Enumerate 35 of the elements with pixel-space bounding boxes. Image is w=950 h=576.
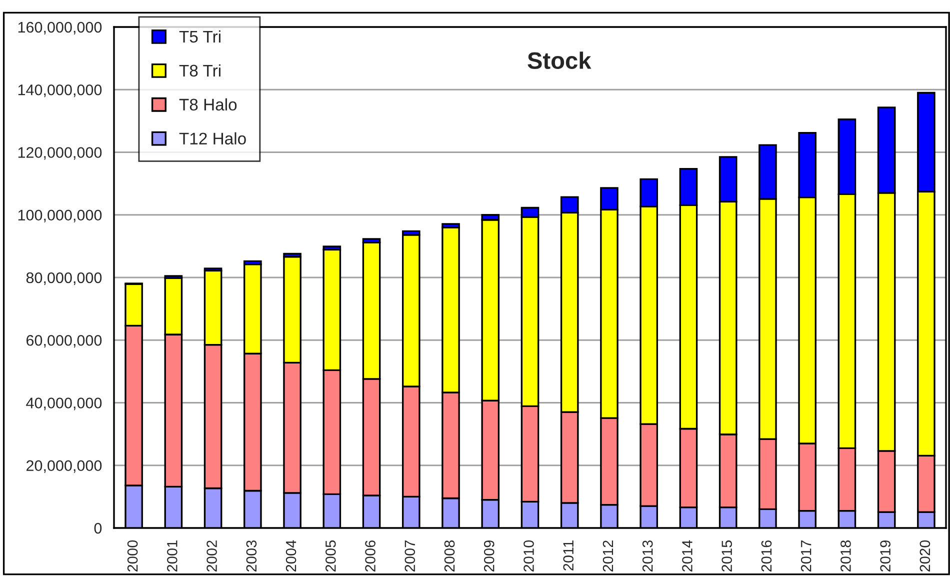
y-tick-label: 120,000,000 [18, 147, 102, 160]
x-tick-label: 2008 [444, 540, 455, 572]
x-tick-label: 2006 [365, 540, 376, 572]
x-tick-label: 2013 [642, 540, 653, 572]
y-tick-label: 100,000,000 [18, 210, 102, 222]
y-tick-label: 40,000,000 [26, 398, 102, 410]
y-tick-label: 160,000,000 [18, 22, 102, 34]
y-tick-label: 20,000,000 [26, 460, 102, 473]
x-tick-label: 2009 [484, 540, 494, 572]
x-tick-label: 2012 [602, 540, 614, 572]
x-tick-label: 2005 [325, 540, 336, 572]
text: Stock [528, 52, 592, 69]
x-tick-label: 2011 [563, 540, 574, 570]
x-tick-label: 2019 [880, 540, 890, 572]
x-tick-label: 2002 [206, 540, 217, 572]
y-tick-label: 0 [94, 522, 102, 534]
x-tick-label: 2004 [286, 540, 296, 572]
x-tick-label: 2016 [761, 540, 772, 572]
legend-label: T8 Tri [179, 64, 220, 77]
x-tick-label: 2003 [246, 540, 257, 572]
y-tick-label: 60,000,000 [26, 334, 102, 348]
x-tick-label: 2010 [524, 540, 534, 572]
x-tick-label: 2000 [127, 540, 138, 572]
legend-label: T5 Tri [179, 30, 220, 43]
x-tick-label: 2015 [722, 540, 732, 572]
x-tick-label: 2014 [682, 540, 692, 572]
x-tick-label: 2020 [920, 540, 930, 572]
x-tick-label: 2018 [840, 540, 851, 572]
x-tick-label: 2007 [404, 540, 416, 572]
x-tick-label: 2017 [800, 540, 812, 572]
x-tick-label: 2001 [167, 540, 178, 572]
legend-label: T8 Halo [179, 98, 237, 111]
legend-label: T12 Halo [179, 132, 246, 145]
y-tick-label: 80,000,000 [26, 272, 102, 285]
y-tick-label: 140,000,000 [18, 84, 102, 98]
